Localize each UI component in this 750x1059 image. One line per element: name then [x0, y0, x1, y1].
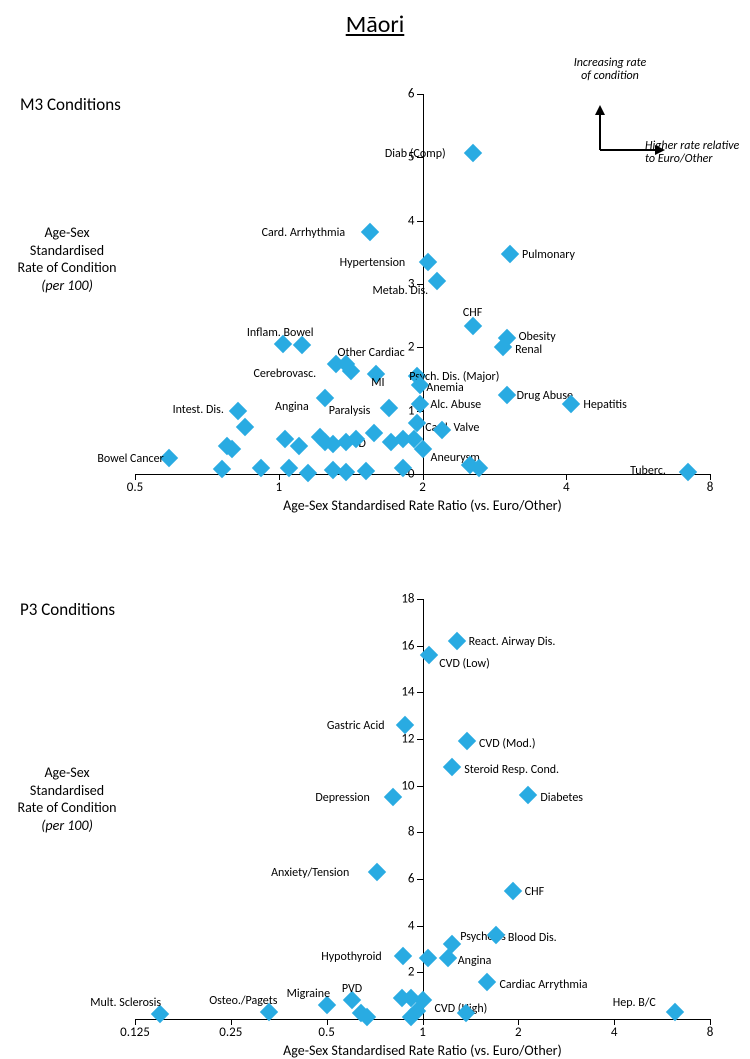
data-point-label: Renal: [515, 343, 542, 357]
y-tick-label: 2: [395, 965, 415, 980]
x-tick-label: 4: [563, 480, 570, 495]
data-point-label: Blood Dis.: [508, 931, 557, 945]
x-tick-label: 8: [707, 480, 714, 495]
m3-panel-label: M3 Conditions: [20, 94, 121, 115]
y-tick-label: 10: [395, 778, 415, 793]
m3-plot-area: 0.512480123456Diab (Comp)PulmonaryCard. …: [135, 94, 710, 475]
data-point-label: Alc. Abuse: [430, 398, 481, 412]
data-point: [464, 144, 482, 162]
x-tick-label: 1: [419, 1025, 426, 1040]
p3-panel-label: P3 Conditions: [20, 599, 115, 620]
data-point: [443, 758, 461, 776]
data-point-label: Depression: [315, 791, 369, 805]
data-point: [497, 386, 515, 404]
x-tick-label: 2: [419, 480, 426, 495]
data-point-label: Anemia: [426, 381, 463, 395]
y-tick-label: 4: [395, 918, 415, 933]
x-tick-label: 0.125: [120, 1025, 150, 1040]
data-point-label: PVD: [342, 982, 362, 996]
data-point-label: React. Airway Dis.: [469, 635, 556, 649]
data-point: [360, 223, 378, 241]
data-point-label: Card. Arrhythmia: [262, 226, 346, 240]
data-point-label: Tuberc.: [630, 464, 666, 478]
m3-ylabel: Age-SexStandardisedRate of Condition(per…: [12, 224, 122, 294]
page-title: Māori: [0, 10, 750, 39]
data-point-label: Obesity: [519, 330, 556, 344]
data-point: [394, 947, 412, 965]
p3-plot-area: 0.1250.250.51248024681012141618React. Ai…: [135, 599, 710, 1020]
data-point-label: Hepatitis: [583, 398, 626, 412]
data-point: [418, 253, 436, 271]
y-tick-label: 14: [395, 685, 415, 700]
data-point-label: Cerebrovasc.: [253, 367, 316, 381]
data-point-label: Hypertension: [340, 256, 406, 270]
p3-ylabel: Age-SexStandardisedRate of Condition(per…: [12, 764, 122, 834]
data-point: [252, 458, 270, 476]
data-point-label: Hypothyroid: [321, 950, 381, 964]
data-point-label: Angina: [275, 400, 309, 414]
data-point: [428, 272, 446, 290]
data-point-label: Bowel Cancer: [97, 452, 163, 466]
x-tick-label: 4: [611, 1025, 618, 1040]
data-point: [501, 244, 519, 262]
data-point: [439, 949, 457, 967]
data-point-label: Migraine: [287, 987, 330, 1001]
x-tick-label: 0.5: [318, 1025, 334, 1040]
data-point: [299, 464, 317, 482]
data-point-label: Gastric Acid: [327, 719, 385, 733]
data-point-label: Metab. Dis.: [372, 284, 428, 298]
y-tick-label: 18: [395, 592, 415, 607]
y-tick-label: 6: [395, 87, 415, 102]
data-point: [356, 462, 374, 480]
data-point: [478, 972, 496, 990]
data-point-label: Steroid Resp. Cond.: [464, 763, 559, 777]
y-tick-label: 16: [395, 638, 415, 653]
m3-xlabel: Age-Sex Standardised Rate Ratio (vs. Eur…: [135, 497, 710, 514]
data-point-label: Mult. Sclerosis: [90, 996, 161, 1010]
data-point: [336, 463, 354, 481]
data-point: [213, 460, 231, 478]
x-tick-label: 2: [515, 1025, 522, 1040]
data-point: [364, 424, 382, 442]
y-tick-label: 6: [395, 872, 415, 887]
data-point-label: Other Cardiac: [338, 346, 405, 360]
data-point: [519, 786, 537, 804]
data-point-label: Paralysis: [329, 404, 371, 418]
data-point: [503, 881, 521, 899]
data-point-label: MI: [371, 376, 384, 390]
x-tick-label: 8: [707, 1025, 714, 1040]
data-point-label: Hep. B/C: [613, 996, 656, 1010]
data-point-label: CVD (Mod.): [479, 737, 536, 751]
x-tick-label: 0.5: [127, 480, 143, 495]
data-point-label: Cardiac Arrythmia: [499, 978, 587, 992]
data-point: [368, 863, 386, 881]
data-point-label: Angina: [458, 954, 492, 968]
data-point-label: CHF: [463, 306, 482, 320]
data-point-label: Anxiety/Tension: [271, 866, 349, 880]
legend-up-text: Increasing rate of condition: [570, 57, 650, 83]
data-point-label: Diabetes: [540, 791, 583, 805]
data-point-label: Pulmonary: [522, 248, 575, 262]
data-point-label: Diab (Comp): [385, 147, 446, 161]
data-point: [458, 732, 476, 750]
data-point: [280, 458, 298, 476]
x-tick-label: 1: [275, 480, 282, 495]
data-point-label: Osteo./Pagets: [209, 994, 277, 1008]
data-point-label: Intest. Dis.: [173, 403, 224, 417]
data-point: [666, 1003, 684, 1021]
data-point-label: CHF: [525, 885, 544, 899]
data-point-label: CVD (Low): [439, 657, 489, 671]
data-point: [419, 949, 437, 967]
x-tick-label: 0.25: [219, 1025, 242, 1040]
data-point: [236, 417, 254, 435]
data-point: [679, 463, 697, 481]
data-point: [447, 632, 465, 650]
y-tick-label: 4: [395, 213, 415, 228]
y-tick-label: 8: [395, 825, 415, 840]
